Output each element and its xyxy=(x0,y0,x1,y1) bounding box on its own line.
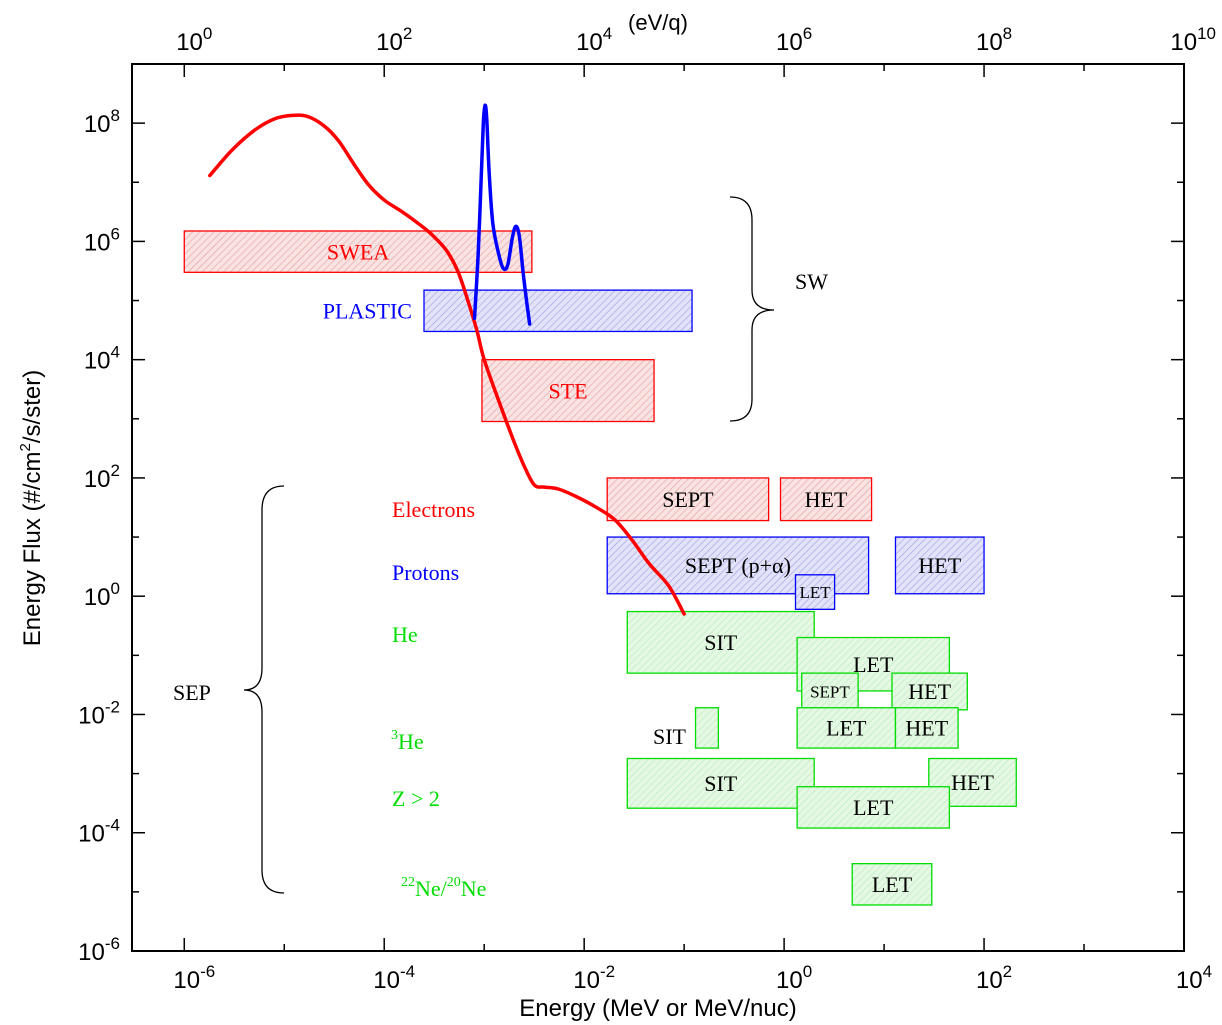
y-axis-title-superscript: 2 xyxy=(17,443,34,451)
instrument-label-sept: SEPT xyxy=(662,487,714,512)
top-tick-label: 106 xyxy=(776,24,812,56)
instrument-label-let: LET xyxy=(853,795,894,820)
sit-3he-label: SIT xyxy=(653,724,687,749)
instrument-box-electron-swea xyxy=(183,230,533,273)
y-tick-label: 102 xyxy=(84,461,120,493)
he3-text: He xyxy=(398,729,424,754)
protons-label: Protons xyxy=(392,560,459,585)
instrument-label-swea: SWEA xyxy=(327,239,389,264)
instrument-label-let: LET xyxy=(826,716,867,741)
z-gt-2-label: Z > 2 xyxy=(392,786,440,811)
instrument-label-het: HET xyxy=(908,679,951,704)
instrument-label-ste: STE xyxy=(548,378,587,403)
ne20-superscript: 20 xyxy=(447,875,461,890)
y-axis-title: Energy Flux (#/cm2/s/ster) xyxy=(17,370,46,646)
instrument-box-helium-sit xyxy=(626,757,815,809)
ne22-superscript: 22 xyxy=(401,875,415,890)
instrument-box-helium-let xyxy=(796,707,897,749)
ne22-text: Ne/ xyxy=(415,876,448,901)
instrument-label-sept-p-: SEPT (p+α) xyxy=(685,553,791,578)
top-tick-label: 102 xyxy=(376,24,412,56)
x-tick-label: 10-6 xyxy=(173,962,215,994)
instrument-box-electron-ste xyxy=(481,359,655,423)
top-tick-label: 100 xyxy=(176,24,212,56)
instrument-label-het: HET xyxy=(951,770,994,795)
instrument-box-helium-unlabeled xyxy=(694,707,720,749)
instrument-label-het: HET xyxy=(918,553,961,578)
y-tick-label: 106 xyxy=(84,224,120,256)
y-tick-label: 10-4 xyxy=(78,816,120,848)
instrument-label-let: LET xyxy=(853,652,894,677)
x-tick-label: 104 xyxy=(1176,962,1212,994)
x-tick-label: 100 xyxy=(776,962,812,994)
instrument-box-proton-het xyxy=(894,536,985,595)
instrument-label-let: LET xyxy=(799,583,831,602)
solar-wind-ion-curve xyxy=(472,103,532,326)
top-tick-label: 1010 xyxy=(1170,24,1216,56)
y-tick-label: 10-6 xyxy=(78,934,120,966)
instrument-box-helium-het xyxy=(891,672,968,711)
x-tick-label: 102 xyxy=(976,962,1012,994)
instrument-label-plastic: PLASTIC xyxy=(323,298,412,323)
top-tick-label: 108 xyxy=(976,24,1012,56)
electron-flux-curve xyxy=(208,113,686,616)
instrument-box-electron-sept xyxy=(606,477,770,522)
instrument-box-helium-sept xyxy=(801,672,859,711)
instrument-box-helium-sit xyxy=(626,610,815,674)
instrument-box-helium-let xyxy=(851,863,933,906)
x-tick-label: 10-4 xyxy=(373,962,415,994)
instrument-box-proton-let xyxy=(794,574,836,610)
instrument-box-helium-let xyxy=(796,786,951,829)
x-axis-title: Energy (MeV or MeV/nuc) xyxy=(519,995,796,1022)
instrument-label-sept: SEPT xyxy=(810,682,850,701)
sw-label: SW xyxy=(795,269,828,294)
instrument-label-sit: SIT xyxy=(704,771,738,796)
sep-brace xyxy=(243,485,285,894)
y-axis-title-part2: /s/ster) xyxy=(19,370,46,443)
ne-ratio-label: 22Ne/20Ne xyxy=(401,875,486,901)
instrument-label-let: LET xyxy=(872,872,913,897)
he3-label: 3He xyxy=(391,728,424,754)
ne20-text: Ne xyxy=(461,876,487,901)
instrument-label-het: HET xyxy=(805,487,848,512)
instrument-box-electron-het xyxy=(779,477,873,522)
axis-ticks xyxy=(132,63,1185,952)
he3-superscript: 3 xyxy=(391,728,398,743)
he-label: He xyxy=(392,622,418,647)
y-tick-label: 104 xyxy=(84,343,120,375)
y-tick-label: 108 xyxy=(84,106,120,138)
sep-label: SEP xyxy=(173,680,211,705)
electrons-label: Electrons xyxy=(392,497,475,522)
x-tick-label: 10-2 xyxy=(573,962,615,994)
flux-curves xyxy=(208,103,686,616)
instrument-boxes: SWEA PLASTIC STE SEPT HET SEPT (p+α) HET LET SIT… xyxy=(183,230,1017,906)
instrument-box-helium-het xyxy=(894,707,959,749)
top-axis-title: (eV/q) xyxy=(628,10,688,35)
y-tick-label: 10-2 xyxy=(78,697,120,729)
y-axis-title-part1: Energy Flux (#/cm xyxy=(19,451,46,646)
instrument-label-sit: SIT xyxy=(704,630,738,655)
sw-brace xyxy=(729,196,775,422)
top-tick-label: 104 xyxy=(576,24,612,56)
axis-tick-labels: 10-6 10-4 10-2 100 102 104 10-6 10-4 10-2 100 102 1… xyxy=(78,24,1216,994)
plot-frame xyxy=(131,63,1185,952)
y-tick-label: 100 xyxy=(84,579,120,611)
instrument-box-proton-plastic xyxy=(423,289,693,333)
instrument-label-het: HET xyxy=(905,716,948,741)
